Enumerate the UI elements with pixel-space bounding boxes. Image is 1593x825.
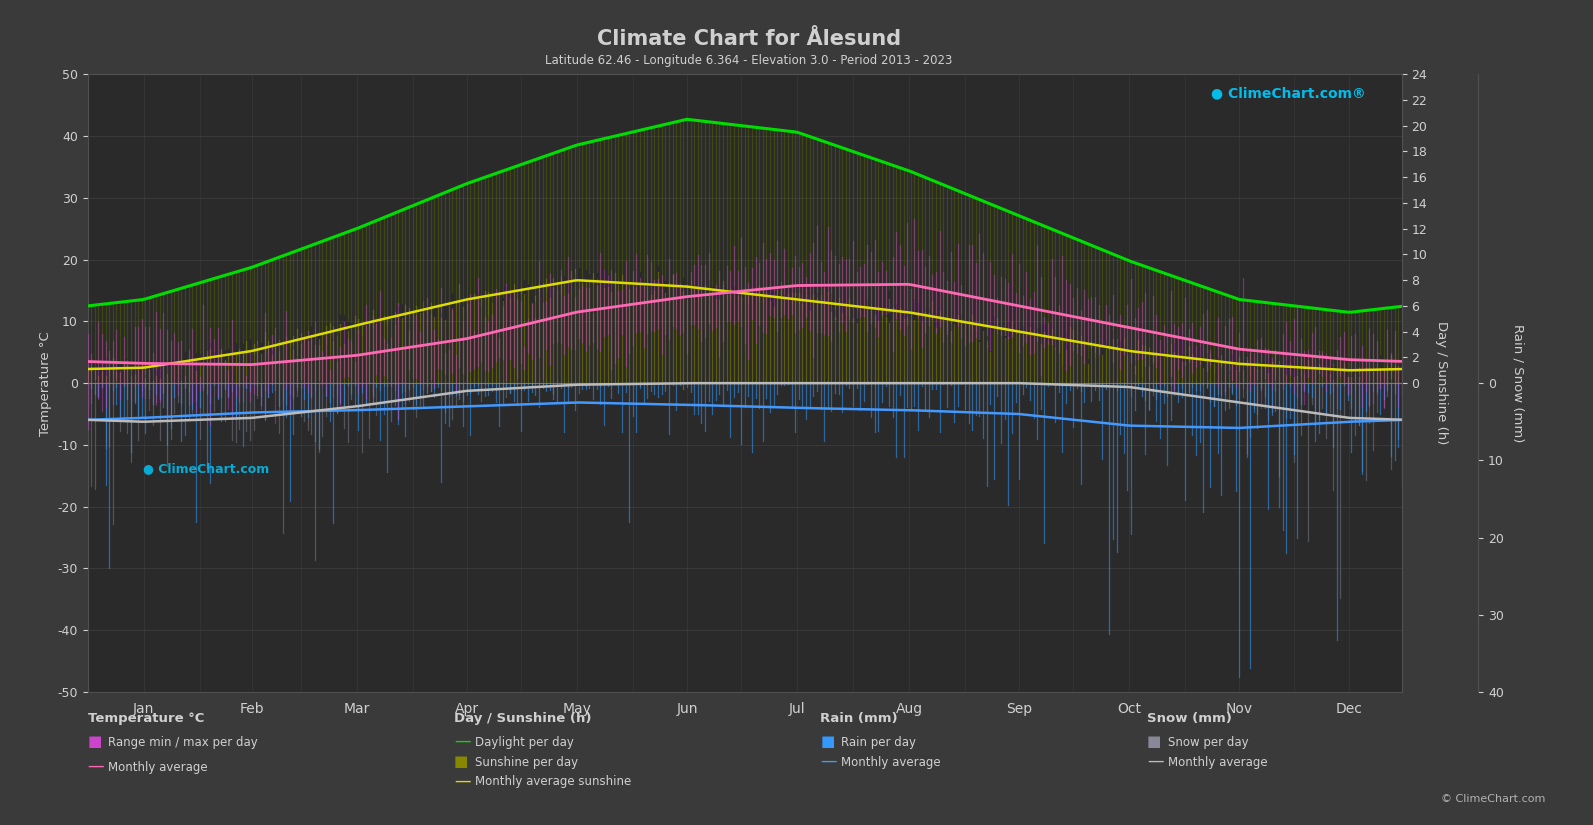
Text: —: — [1147,752,1163,770]
Text: Monthly average sunshine: Monthly average sunshine [475,776,631,789]
Text: Snow per day: Snow per day [1168,736,1249,749]
Text: © ClimeChart.com: © ClimeChart.com [1440,794,1545,804]
Text: Monthly average: Monthly average [108,761,209,774]
Text: —: — [454,771,470,790]
Text: Daylight per day: Daylight per day [475,736,573,749]
Text: Monthly average: Monthly average [1168,756,1268,769]
Text: Climate Chart for Ålesund: Climate Chart for Ålesund [597,29,900,49]
Text: ■: ■ [88,733,102,749]
Text: Latitude 62.46 - Longitude 6.364 - Elevation 3.0 - Period 2013 - 2023: Latitude 62.46 - Longitude 6.364 - Eleva… [545,54,953,67]
Text: Monthly average: Monthly average [841,756,941,769]
Text: —: — [88,757,104,775]
Text: ● ClimeChart.com®: ● ClimeChart.com® [1211,87,1365,101]
Text: Rain (mm): Rain (mm) [820,712,898,725]
Text: —: — [454,732,470,750]
Y-axis label: Temperature °C: Temperature °C [38,331,53,436]
Text: Day / Sunshine (h): Day / Sunshine (h) [454,712,591,725]
Y-axis label: Rain / Snow (mm): Rain / Snow (mm) [1512,324,1525,442]
Text: Rain per day: Rain per day [841,736,916,749]
Text: —: — [820,752,836,770]
Y-axis label: Day / Sunshine (h): Day / Sunshine (h) [1435,322,1448,445]
Text: ■: ■ [1147,733,1161,749]
Text: Range min / max per day: Range min / max per day [108,736,258,749]
Text: Snow (mm): Snow (mm) [1147,712,1231,725]
Text: ■: ■ [820,733,835,749]
Text: ■: ■ [454,753,468,769]
Text: ● ClimeChart.com: ● ClimeChart.com [143,462,269,475]
Text: Temperature °C: Temperature °C [88,712,204,725]
Text: Sunshine per day: Sunshine per day [475,756,578,769]
